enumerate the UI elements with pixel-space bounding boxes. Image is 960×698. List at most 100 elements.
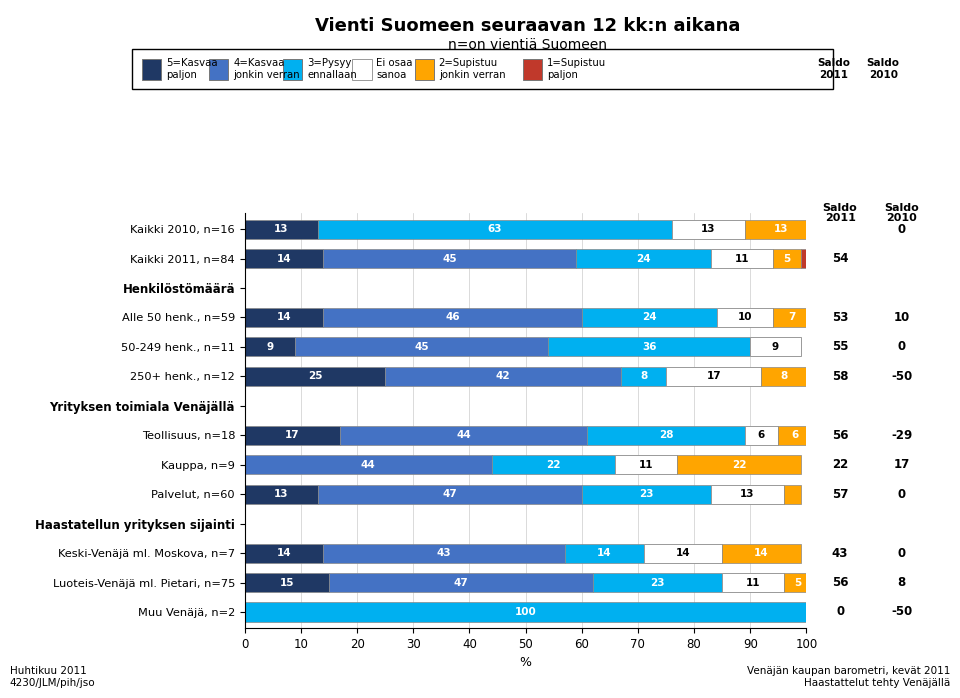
Text: 17: 17	[707, 371, 721, 381]
Text: 43: 43	[832, 547, 849, 560]
Bar	[564, 544, 643, 563]
Text: 14: 14	[676, 548, 690, 558]
Bar	[324, 308, 582, 327]
Text: 11: 11	[746, 577, 760, 588]
Text: 15: 15	[279, 577, 294, 588]
Bar	[245, 484, 318, 504]
Bar	[245, 249, 324, 268]
Text: 17: 17	[285, 430, 300, 440]
Text: 6: 6	[757, 430, 765, 440]
Text: 36: 36	[642, 342, 657, 352]
Text: 55: 55	[832, 341, 849, 353]
Bar	[773, 308, 812, 327]
Text: -50: -50	[891, 605, 913, 618]
Text: Huhtikuu 2011
4230/JLM/pih/jso: Huhtikuu 2011 4230/JLM/pih/jso	[10, 666, 95, 688]
Text: 46: 46	[445, 313, 460, 322]
Text: 57: 57	[832, 488, 849, 500]
Bar	[784, 573, 812, 592]
Text: 100: 100	[515, 607, 537, 617]
Text: 4=Kasvaa
jonkin verran: 4=Kasvaa jonkin verran	[233, 59, 300, 80]
Bar	[621, 366, 666, 386]
Text: 5: 5	[794, 577, 802, 588]
Text: 47: 47	[454, 577, 468, 588]
Text: 24: 24	[642, 313, 657, 322]
Bar	[722, 573, 784, 592]
Text: -29: -29	[891, 429, 913, 442]
Bar	[245, 366, 385, 386]
Text: 2010: 2010	[886, 213, 917, 223]
Bar	[318, 484, 582, 504]
Text: 13: 13	[774, 224, 788, 234]
Text: 23: 23	[650, 577, 665, 588]
Text: 24: 24	[636, 253, 651, 264]
Bar	[745, 426, 779, 445]
Bar	[385, 366, 621, 386]
Bar	[324, 544, 564, 563]
Text: 7: 7	[789, 313, 796, 322]
Bar	[245, 308, 324, 327]
Text: 0: 0	[836, 605, 844, 618]
Bar	[245, 455, 492, 475]
Text: 2=Supistuu
jonkin verran: 2=Supistuu jonkin verran	[439, 59, 505, 80]
Bar	[245, 573, 329, 592]
Text: 14: 14	[755, 548, 769, 558]
Text: 13: 13	[701, 224, 715, 234]
Text: 23: 23	[639, 489, 654, 499]
Text: 58: 58	[832, 370, 849, 383]
Text: 47: 47	[443, 489, 457, 499]
Text: Saldo
2010: Saldo 2010	[867, 59, 900, 80]
Text: 22: 22	[732, 460, 746, 470]
Text: Venäjän kaupan barometri, kevät 2011
Haastattelut tehty Venäjällä: Venäjän kaupan barometri, kevät 2011 Haa…	[747, 666, 950, 688]
Bar	[324, 249, 576, 268]
Text: 0: 0	[898, 547, 906, 560]
Text: 63: 63	[488, 224, 502, 234]
Text: 45: 45	[415, 342, 429, 352]
Text: 2011: 2011	[825, 213, 855, 223]
Bar	[245, 426, 340, 445]
Text: 5: 5	[783, 253, 790, 264]
Text: Saldo: Saldo	[884, 203, 920, 213]
Text: 14: 14	[597, 548, 612, 558]
Bar	[576, 249, 711, 268]
Text: 11: 11	[639, 460, 654, 470]
Text: 54: 54	[832, 252, 849, 265]
Text: 6: 6	[792, 430, 799, 440]
Text: 3=Pysyy
ennallaan: 3=Pysyy ennallaan	[307, 59, 357, 80]
Text: 9: 9	[267, 342, 274, 352]
Text: 5=Kasvaa
paljon: 5=Kasvaa paljon	[166, 59, 218, 80]
Bar	[340, 426, 588, 445]
Text: 1=Supistuu
paljon: 1=Supistuu paljon	[547, 59, 607, 80]
Text: 17: 17	[894, 458, 910, 471]
Text: 10: 10	[737, 313, 752, 322]
Bar	[582, 484, 711, 504]
Bar	[779, 426, 812, 445]
Bar	[750, 337, 801, 357]
Text: 0: 0	[898, 223, 906, 236]
Text: 8: 8	[640, 371, 647, 381]
Bar	[784, 484, 801, 504]
Bar	[318, 219, 672, 239]
Text: 45: 45	[443, 253, 457, 264]
Bar	[492, 455, 615, 475]
Text: 9: 9	[772, 342, 780, 352]
Text: Saldo: Saldo	[823, 203, 857, 213]
Text: 22: 22	[832, 458, 849, 471]
Bar	[548, 337, 750, 357]
Bar	[588, 426, 745, 445]
Text: 56: 56	[832, 576, 849, 589]
Text: 44: 44	[456, 430, 471, 440]
Bar	[677, 455, 801, 475]
Bar	[716, 308, 773, 327]
Bar	[672, 219, 745, 239]
Text: 8: 8	[780, 371, 787, 381]
Bar	[722, 544, 801, 563]
X-axis label: %: %	[519, 657, 532, 669]
Bar	[745, 219, 818, 239]
Bar	[773, 249, 801, 268]
Text: 14: 14	[276, 548, 292, 558]
Bar	[582, 308, 716, 327]
Bar	[245, 219, 318, 239]
Text: 13: 13	[274, 489, 289, 499]
Bar	[643, 544, 722, 563]
Text: 28: 28	[659, 430, 673, 440]
